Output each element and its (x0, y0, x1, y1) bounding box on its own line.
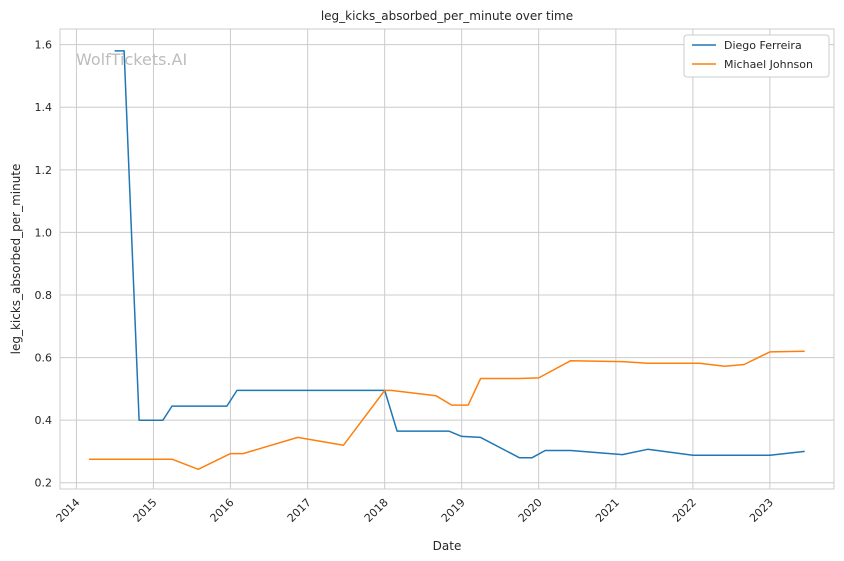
x-axis-ticks: 2014 2015 2016 2017 2018 2019 2020 2021 2022 2023 (54, 496, 776, 525)
x-tick-label: 2022 (670, 496, 699, 525)
legend: Diego Ferreira Michael Johnson (683, 34, 830, 78)
y-tick-label: 0.4 (35, 414, 53, 427)
y-axis-ticks: 0.2 0.4 0.6 0.8 1.0 1.2 1.4 1.6 (35, 39, 53, 490)
y-tick-label: 0.8 (35, 289, 53, 302)
series-lines (88, 50, 805, 471)
x-tick-label: 2015 (131, 496, 160, 525)
x-tick-label: 2020 (516, 496, 545, 525)
grid-lines (60, 29, 834, 489)
x-tick-label: 2021 (593, 496, 622, 525)
x-axis-title: Date (433, 539, 462, 553)
legend-box (683, 34, 830, 78)
x-tick-label: 2018 (362, 496, 391, 525)
chart-title: leg_kicks_absorbed_per_minute over time (321, 9, 573, 23)
watermark: WolfTickets.AI (76, 50, 187, 69)
x-tick-label: 2017 (285, 496, 314, 525)
y-tick-label: 0.6 (35, 352, 53, 365)
series-line-0 (114, 50, 805, 459)
legend-label-0: Diego Ferreira (724, 39, 802, 52)
y-tick-label: 1.6 (35, 39, 53, 52)
x-tick-label: 2016 (208, 496, 237, 525)
x-tick-label: 2019 (439, 496, 468, 525)
y-tick-label: 1.2 (35, 164, 53, 177)
y-tick-label: 1.0 (35, 226, 53, 239)
legend-label-1: Michael Johnson (724, 58, 813, 71)
y-axis-title: leg_kicks_absorbed_per_minute (9, 164, 23, 355)
x-tick-label: 2023 (747, 496, 776, 525)
x-tick-label: 2014 (54, 496, 83, 525)
plot-area (59, 28, 835, 490)
y-tick-label: 1.4 (35, 101, 53, 114)
y-tick-label: 0.2 (35, 477, 53, 490)
series-line-1 (88, 350, 805, 471)
